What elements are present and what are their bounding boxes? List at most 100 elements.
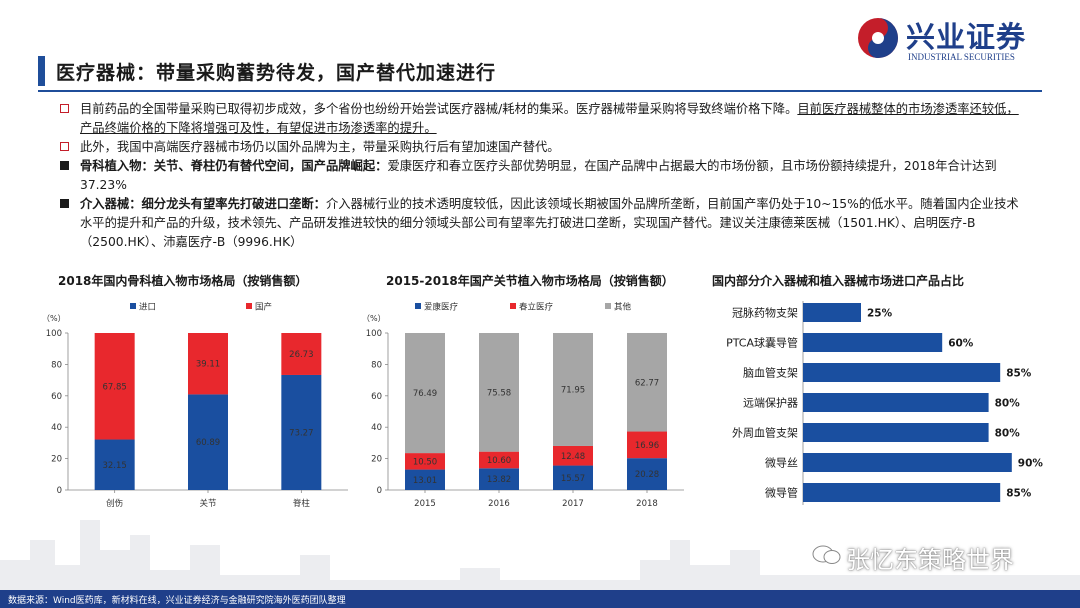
x-tick-label: 2015 [414,499,436,509]
category-label: 微导丝 [765,456,798,470]
bullet-text: 目前医疗器械整体的市场渗透率还较低，产品终端价格的下降将增强可及性，有望促进市场… [80,102,1019,135]
x-tick-label: 2017 [562,499,584,509]
y-tick-label: 20 [51,455,62,465]
footer-source: 数据来源：Wind医药库，新材料在线，兴业证券经济与金融研究院海外医药团队整理 [8,596,346,606]
y-tick-label: 20 [371,455,382,465]
watermark: 张忆东策略世界 [846,546,1014,574]
y-tick-label: 100 [366,329,382,339]
y-unit-label: （%） [362,314,386,323]
title-accent-bar [38,56,45,86]
bar [803,423,989,442]
bar-segment [405,469,445,490]
data-label: 25% [867,308,893,320]
bar-segment [281,333,322,375]
legend-label: 进口 [139,303,156,313]
legend-swatch [246,303,252,309]
data-label: 10.50 [413,457,437,467]
logo-subtitle: INDUSTRIAL SECURITIES [908,52,1015,62]
bar-segment [188,333,228,395]
y-tick-label: 80 [51,360,62,370]
data-label: 10.60 [487,456,511,466]
bar-segment [405,333,445,454]
bullet-item: 介入器械：细分龙头有望率先打破进口垄断：介入器械行业的技术透明度较低，因此该领域… [58,195,1028,252]
y-tick-label: 40 [371,423,382,433]
bar-segment [405,453,445,470]
bar-segment [627,458,667,490]
title-divider [38,90,1042,92]
bullet-text: 介入器械：细分龙头有望率先打破进口垄断： [80,197,326,211]
x-tick-label: 创伤 [106,498,123,509]
data-label: 80% [995,398,1021,410]
data-label: 13.82 [487,475,511,485]
data-label: 85% [1006,488,1032,500]
brand-logo: 兴业证券 INDUSTRIAL SECURITIES [856,14,1066,64]
data-label: 73.27 [289,428,313,438]
category-label: 远端保护器 [743,396,798,410]
bullet-list: 目前药品的全国带量采购已取得初步成效，多个省份也纷纷开始尝试医疗器械/耗材的集采… [58,100,1028,252]
y-tick-label: 0 [377,486,382,496]
bar [803,333,943,352]
legend-swatch [605,303,611,309]
bar-segment [479,333,519,452]
bullet-text: 爱康医疗和春立医疗头部优势明显，在国产品牌中占据最大的市场份额，且市场份额持续提… [80,159,997,192]
y-tick-label: 100 [46,329,62,339]
x-tick-label: 2016 [488,499,510,509]
bar-segment [479,468,519,490]
y-tick-label: 60 [371,392,382,402]
solid-square-bullet-icon [60,199,69,208]
bar-segment [94,333,135,440]
logo-emblem-icon [858,18,898,58]
legend-swatch [415,303,421,309]
category-label: PTCA球囊导管 [726,336,798,350]
x-tick-label: 2018 [636,499,658,509]
bar-segment [553,465,593,490]
hollow-square-bullet-icon [60,142,69,151]
bar [803,483,1001,502]
data-label: 32.15 [102,461,126,471]
bullet-text: 骨科植入物：关节、脊柱仍有替代空间，国产品牌崛起： [80,159,388,173]
bar [803,393,989,412]
x-tick-label: 脊柱 [293,498,311,509]
category-label: 微导管 [765,486,798,500]
bullet-item: 此外，我国中高端医疗器械市场仍以国外品牌为主，带量采购执行后有望加速国产替代。 [58,138,1028,157]
legend-label: 其他 [614,302,632,313]
data-label: 76.49 [413,389,437,399]
bar [803,363,1001,382]
legend-label: 爱康医疗 [424,302,459,313]
data-label: 15.57 [561,474,585,484]
legend-swatch [130,303,136,309]
bar-segment [627,431,667,459]
bar-segment [188,394,228,490]
bullet-text: 目前药品的全国带量采购已取得初步成效，多个省份也纷纷开始尝试医疗器械/耗材的集采… [80,102,798,116]
footer-bar: 数据来源：Wind医药库，新材料在线，兴业证券经济与金融研究院海外医药团队整理 [0,590,1080,608]
data-label: 62.77 [635,378,659,388]
legend-label: 国产 [255,302,272,313]
y-tick-label: 80 [371,360,382,370]
chart3-horizontal-bar: 冠脉药物支架 25% PTCA球囊导管 60% 脑血管支架 85% 远端保护器 80% 外周血管… [726,301,1043,505]
chart1-title: 2018年国内骨科植入物市场格局（按销售额） [58,274,308,288]
hollow-square-bullet-icon [60,104,69,113]
bullet-item: 骨科植入物：关节、脊柱仍有替代空间，国产品牌崛起：爱康医疗和春立医疗头部优势明显… [58,157,1028,195]
bar-segment [553,333,593,446]
bullet-text: 此外，我国中高端医疗器械市场仍以国外品牌为主，带量采购执行后有望加速国产替代。 [80,140,560,154]
wechat-icon [812,545,841,564]
data-label: 71.95 [561,385,585,395]
data-label: 60.89 [196,438,220,448]
y-tick-label: 60 [51,392,62,402]
chart2-title: 2015-2018年国产关节植入物市场格局（按销售额） [386,274,674,288]
bar-segment [94,439,135,490]
category-label: 脑血管支架 [743,366,798,380]
bar [803,453,1012,472]
data-label: 80% [995,428,1021,440]
solid-square-bullet-icon [60,161,69,170]
legend-label: 春立医疗 [519,302,554,313]
page-title: 医疗器械：带量采购蓄势待发，国产替代加速进行 [56,62,497,84]
data-label: 85% [1006,368,1032,380]
data-label: 75.58 [487,388,511,398]
y-tick-label: 40 [51,423,62,433]
legend-swatch [510,303,516,309]
data-label: 60% [948,338,974,350]
bar-segment [627,332,667,432]
data-label: 67.85 [102,382,126,392]
data-label: 20.28 [635,470,659,480]
